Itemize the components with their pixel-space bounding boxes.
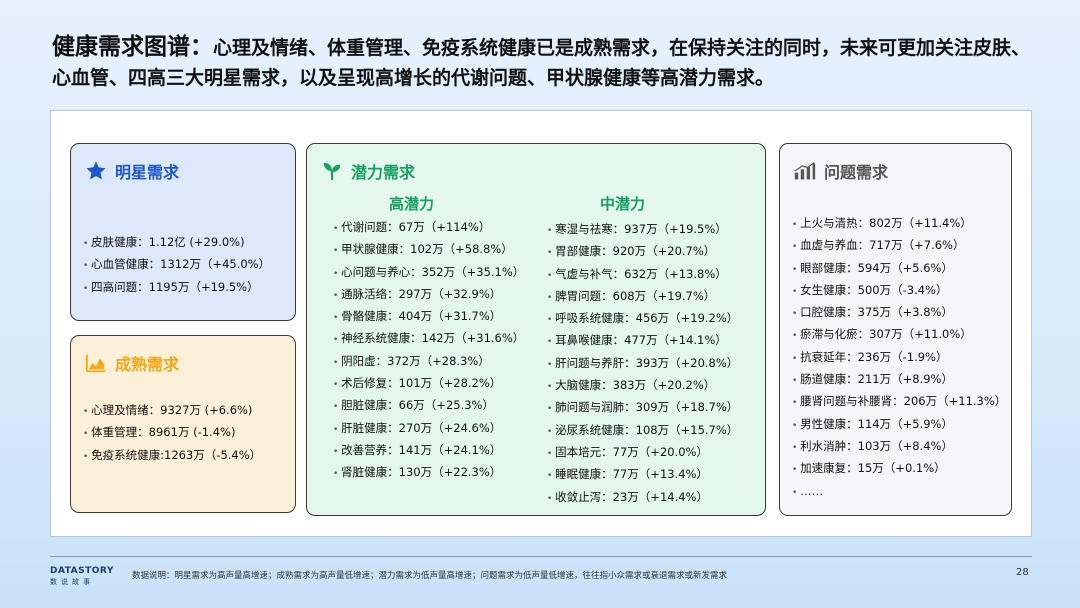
bar-chart-icon (794, 160, 816, 182)
star-needs-title: 明星需求 (115, 163, 180, 182)
list-item: 呼吸系统健康：456万（+19.2%） (547, 307, 738, 329)
list-item: 利水消肿：103万（+8.4%） (792, 435, 1006, 457)
list-item: 肠道健康：211万（+8.9%） (792, 368, 1006, 390)
list-item: …… (792, 480, 1006, 502)
list-item: 四高问题：1195万（+19.5%） (83, 276, 270, 298)
list-item: 心血管健康：1312万（+45.0%） (83, 253, 270, 275)
area-chart-icon (85, 352, 107, 374)
list-item: 肝脏健康：270万（+24.6%） (333, 417, 524, 439)
mature-needs-header: 成熟需求 (85, 350, 179, 376)
list-item: 口腔健康：375万（+3.8%） (792, 301, 1006, 323)
potential-needs-title: 潜力需求 (351, 163, 416, 182)
problem-needs-list: 上火与清热：802万（+11.4%）血虚与养血：717万（+7.6%）眼部健康：… (792, 212, 1006, 502)
list-item: 免疫系统健康:1263万（-5.4%） (83, 444, 261, 466)
high-potential-title: 高潜力 (389, 195, 435, 213)
list-item: 改善营养：141万（+24.1%） (333, 439, 524, 461)
list-item: 皮肤健康：1.12亿 (+29.0%) (83, 231, 270, 253)
logo-subtext: 数说故事 (50, 578, 94, 586)
list-item: 术后修复：101万（+28.2%） (333, 372, 524, 394)
list-item: 眼部健康：594万（+5.6%） (792, 257, 1006, 279)
list-item: 代谢问题：67万（+114%） (333, 216, 524, 238)
list-item: 甲状腺健康：102万（+58.8%） (333, 238, 524, 260)
list-item: 心理及情绪：9327万 (+6.6%) (83, 399, 261, 421)
list-item: 寒湿与祛寒：937万（+19.5%） (547, 218, 738, 240)
list-item: 加速康复：15万（+0.1%） (792, 457, 1006, 479)
list-item: 气虚与补气：632万（+13.8%） (547, 263, 738, 285)
sprout-icon (321, 160, 343, 182)
list-item: 体重管理：8961万 (-1.4%) (83, 421, 261, 443)
list-item: 上火与清热：802万（+11.4%） (792, 212, 1006, 234)
page-title: 健康需求图谱：心理及情绪、体重管理、免疫系统健康已是成熟需求，在保持关注的同时，… (52, 32, 1042, 93)
list-item: 骨骼健康：404万（+31.7%） (333, 305, 524, 327)
problem-needs-header: 问题需求 (794, 158, 888, 184)
list-item: 耳鼻喉健康：477万（+14.1%） (547, 329, 738, 351)
list-item: 大脑健康：383万（+20.2%） (547, 374, 738, 396)
list-item: 睡眠健康：77万（+13.4%） (547, 463, 738, 485)
page-number: 28 (1016, 567, 1029, 578)
list-item: 胆脏健康：66万（+25.3%） (333, 394, 524, 416)
list-item: 肝问题与养肝：393万（+20.8%） (547, 352, 738, 374)
list-item: 泌尿系统健康：108万（+15.7%） (547, 419, 738, 441)
list-item: 肺问题与润肺：309万（+18.7%） (547, 396, 738, 418)
mid-potential-list: 寒湿与祛寒：937万（+19.5%）胃部健康：920万（+20.7%）气虚与补气… (547, 218, 738, 508)
list-item: 心问题与养心：352万（+35.1%） (333, 261, 524, 283)
star-icon (85, 160, 107, 182)
list-item: 肾脏健康：130万（+22.3%） (333, 461, 524, 483)
mid-potential-title: 中潜力 (600, 195, 646, 213)
potential-needs-card: 潜力需求 高潜力 中潜力 代谢问题：67万（+114%）甲状腺健康：102万（+… (306, 143, 766, 516)
potential-needs-header: 潜力需求 (321, 158, 415, 184)
list-item: 脾胃问题：608万（+19.7%） (547, 285, 738, 307)
page-title-text: 心理及情绪、体重管理、免疫系统健康已是成熟需求，在保持关注的同时，未来可更加关注… (52, 37, 1031, 89)
high-potential-list: 代谢问题：67万（+114%）甲状腺健康：102万（+58.8%）心问题与养心：… (333, 216, 524, 484)
star-needs-header: 明星需求 (85, 158, 179, 184)
logo-text: DATASTORY (50, 566, 114, 576)
list-item: 瘀滞与化瘀：307万（+11.0%） (792, 323, 1006, 345)
list-item: 男性健康：114万（+5.9%） (792, 413, 1006, 435)
list-item: 神经系统健康：142万（+31.6%） (333, 327, 524, 349)
footer-divider (50, 556, 1032, 557)
list-item: 阴阳虚：372万（+28.3%） (333, 350, 524, 372)
list-item: 腰肾问题与补腰肾：206万（+11.3%） (792, 390, 1006, 412)
list-item: 收敛止泻：23万（+14.4%） (547, 486, 738, 508)
star-needs-card: 明星需求 皮肤健康：1.12亿 (+29.0%)心血管健康：1312万（+45.… (70, 143, 296, 321)
datastory-logo: DATASTORY 数说故事 (50, 566, 120, 587)
data-note: 数据说明：明星需求为高声量高增速；成熟需求为高声量低增速；潜力需求为低声量高增速… (132, 571, 728, 581)
list-item: 胃部健康：920万（+20.7%） (547, 240, 738, 262)
problem-needs-title: 问题需求 (824, 163, 889, 182)
list-item: 通脉活络：297万（+32.9%） (333, 283, 524, 305)
mature-needs-title: 成熟需求 (115, 355, 180, 374)
list-item: 血虚与养血：717万（+7.6%） (792, 234, 1006, 256)
star-needs-list: 皮肤健康：1.12亿 (+29.0%)心血管健康：1312万（+45.0%）四高… (83, 231, 270, 298)
mature-needs-list: 心理及情绪：9327万 (+6.6%)体重管理：8961万 (-1.4%)免疫系… (83, 399, 261, 466)
list-item: 女生健康：500万（-3.4%） (792, 279, 1006, 301)
mature-needs-card: 成熟需求 心理及情绪：9327万 (+6.6%)体重管理：8961万 (-1.4… (70, 335, 296, 513)
page-title-main: 健康需求图谱： (52, 34, 213, 60)
problem-needs-card: 问题需求 上火与清热：802万（+11.4%）血虚与养血：717万（+7.6%）… (779, 143, 1012, 516)
list-item: 固本培元：77万（+20.0%） (547, 441, 738, 463)
list-item: 抗衰延年：236万（-1.9%） (792, 346, 1006, 368)
